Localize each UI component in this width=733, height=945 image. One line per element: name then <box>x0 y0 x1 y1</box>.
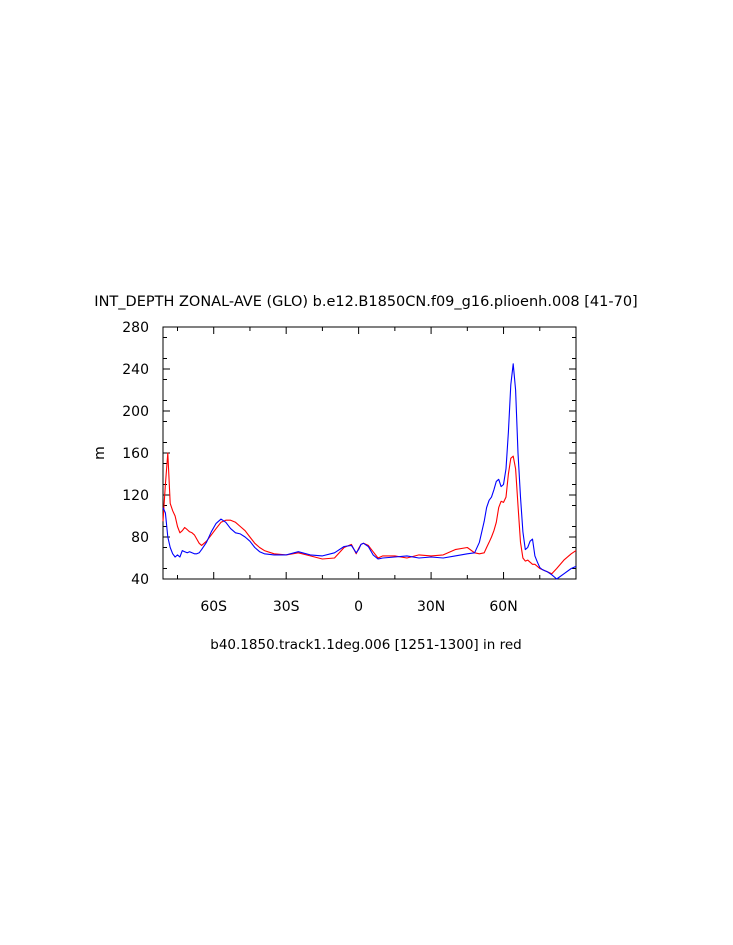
x-tick-label: 0 <box>354 599 363 615</box>
plot-border <box>162 326 577 580</box>
y-tick-label: 160 <box>122 446 149 462</box>
y-tick-label: 200 <box>122 404 149 420</box>
axes: 40 80 120 160 200 240 280 60S 30S 0 30N 60N <box>122 320 577 615</box>
y-tick-label: 280 <box>122 320 149 336</box>
y-tick-label: 80 <box>131 530 149 546</box>
chart-subtitle: b40.1850.track1.1deg.006 [1251-1300] in … <box>210 637 521 653</box>
series-layer <box>162 363 577 580</box>
y-axis-label: m <box>92 446 108 460</box>
y-tick-label: 240 <box>122 362 149 378</box>
x-tick-label: 30N <box>417 599 445 615</box>
chart-title: INT_DEPTH ZONAL-AVE (GLO) b.e12.B1850CN.… <box>94 294 637 310</box>
x-tick-label: 60S <box>200 599 227 615</box>
x-tick-label: 60N <box>489 599 517 615</box>
y-tick-label: 40 <box>131 572 149 588</box>
series-line-red <box>162 452 577 575</box>
series-line-blue <box>162 363 577 580</box>
plot-frame <box>162 326 577 580</box>
y-tick-label: 120 <box>122 488 149 504</box>
x-tick-label: 30S <box>273 599 300 615</box>
